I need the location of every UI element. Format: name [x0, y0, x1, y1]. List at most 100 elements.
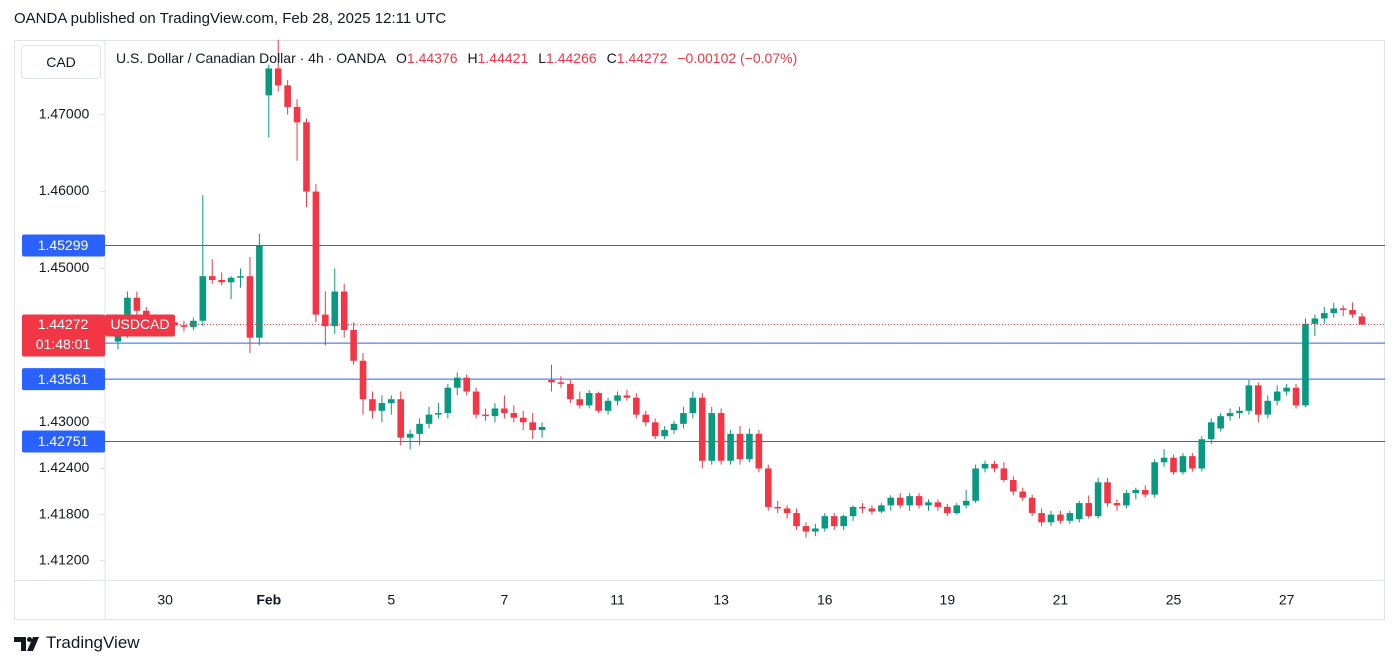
x-tick-label: 21 — [1053, 592, 1069, 608]
currency-button[interactable]: CAD — [21, 45, 101, 79]
x-tick-label: 30 — [157, 592, 173, 608]
candle-body — [981, 463, 989, 469]
candle-body — [708, 413, 716, 461]
candle-body — [1226, 413, 1234, 417]
candle-body — [293, 106, 301, 123]
candle-body — [510, 413, 518, 418]
candle-body — [595, 393, 602, 411]
price-tag-label: 1.43561 — [38, 371, 89, 387]
candle-body — [585, 393, 593, 406]
candle-body — [1047, 514, 1055, 523]
symbol-tag — [105, 314, 175, 337]
candle-body — [359, 360, 367, 400]
candle-body — [1339, 308, 1347, 310]
candle-body — [406, 433, 414, 438]
candle-body — [878, 505, 885, 512]
header: OANDA published on TradingView.com, Feb … — [14, 10, 447, 27]
candle-body — [962, 500, 970, 506]
candle-body — [303, 122, 310, 192]
symbol-label: USDCAD — [110, 316, 169, 332]
candle-body — [388, 399, 395, 404]
candle-body — [830, 516, 838, 527]
candle-body — [491, 408, 499, 417]
symbol-title: U.S. Dollar / Canadian Dollar · 4h · OAN… — [116, 50, 386, 66]
candle-body — [849, 506, 857, 517]
candle-body — [614, 395, 621, 401]
candle-body — [1123, 493, 1130, 506]
legend-value: 1.44421 — [477, 50, 529, 66]
candle-body — [557, 382, 565, 384]
candle-body — [576, 399, 584, 406]
candle-body — [435, 413, 442, 415]
legend-change: −0.00102 (−0.07%) — [677, 50, 798, 66]
candle-body — [256, 245, 263, 338]
legend-value: 1.44376 — [406, 50, 458, 66]
candle-body — [699, 397, 706, 461]
brand-logo — [14, 637, 39, 651]
candle-body — [1066, 513, 1074, 521]
candle-body — [1075, 503, 1083, 520]
candle-body — [1038, 513, 1045, 523]
x-tick-label: 11 — [610, 592, 625, 608]
candle-body — [944, 506, 951, 514]
candle-body — [227, 277, 235, 283]
candle-body — [519, 417, 527, 423]
candle-body — [906, 496, 913, 506]
candle-body — [661, 430, 668, 437]
candle-body — [953, 505, 961, 514]
candle-body — [1113, 503, 1121, 506]
y-tick-label: 1.41800 — [39, 505, 90, 521]
candle-body — [755, 433, 763, 469]
candle-body — [633, 397, 640, 415]
candle-body — [1245, 385, 1253, 411]
y-tick-label: 1.42400 — [39, 459, 90, 475]
candle-body — [812, 528, 819, 532]
candle-body — [972, 468, 979, 501]
candle-body — [651, 422, 659, 437]
candle-body — [680, 413, 687, 424]
candle-body — [190, 320, 197, 327]
candle-body — [859, 506, 866, 509]
candle-body — [350, 330, 357, 361]
candle-body — [915, 496, 923, 506]
candle-body — [670, 423, 678, 430]
legend-key: C — [606, 50, 617, 66]
candle-body — [463, 377, 470, 392]
candle-body — [1019, 491, 1027, 498]
candle-body — [746, 433, 753, 460]
x-tick-label: 25 — [1166, 592, 1182, 608]
candle-body — [1207, 422, 1215, 440]
chart-frame — [14, 40, 1385, 620]
price-tag — [22, 368, 105, 391]
candle-body — [1358, 316, 1366, 325]
candle-body — [284, 85, 291, 107]
candle-body — [114, 333, 122, 342]
x-tick-label: 13 — [713, 592, 729, 608]
price-tag-label: 1.45299 — [38, 237, 89, 253]
candle-body — [1255, 385, 1262, 415]
candle-body — [783, 508, 791, 514]
candle-body — [199, 276, 207, 321]
candle-body — [896, 497, 904, 506]
legend-key: H — [467, 50, 478, 66]
price-tag-label: 1.42751 — [38, 433, 89, 449]
candle-body — [1132, 490, 1140, 494]
y-tick-label: 1.43000 — [39, 413, 90, 429]
candle-body — [397, 399, 405, 438]
candle-body — [265, 68, 273, 96]
candle-body — [604, 400, 612, 411]
candle-body — [416, 423, 423, 434]
candle-body — [567, 383, 574, 400]
candle-body — [934, 502, 942, 507]
countdown: 01:48:01 — [36, 336, 91, 352]
legend-key: O — [396, 50, 407, 66]
candle-body — [548, 380, 555, 383]
candle-body — [218, 280, 225, 283]
y-tick-label: 1.45000 — [39, 259, 90, 275]
candle-body — [1104, 482, 1111, 504]
candle-body — [312, 191, 320, 315]
candle-body — [1151, 462, 1158, 495]
candle-body — [1349, 310, 1356, 315]
candle-body — [482, 414, 489, 417]
